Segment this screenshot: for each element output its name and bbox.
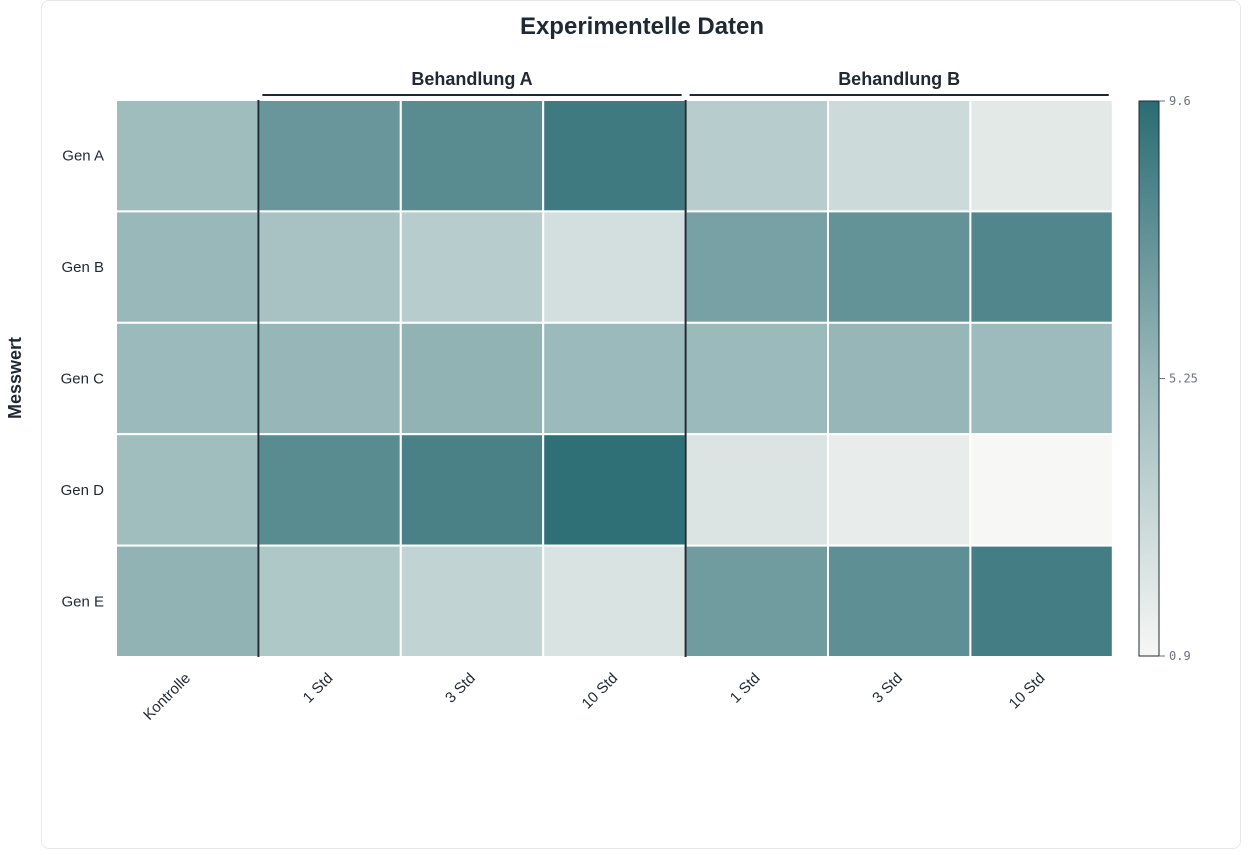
heatmap-cell	[969, 210, 1114, 324]
heatmap-cell	[257, 433, 402, 547]
heatmap-cell	[969, 99, 1114, 213]
column-labels: Kontrolle 1 Std 3 Std 10 Std 1 Std 3 Std 10 St…	[140, 670, 1048, 724]
row-labels: Gen A Gen B Gen C Gen D Gen E	[61, 148, 105, 611]
heatmap-cell	[684, 99, 829, 213]
group-dividers	[257, 100, 687, 657]
colorbar: 9.6 5.25 0.9	[1138, 94, 1198, 663]
heatmap-cell	[827, 321, 972, 436]
heatmap-cell	[542, 433, 687, 547]
heatmap-cell	[115, 433, 260, 547]
column-label: 1 Std	[727, 670, 764, 707]
group-label: Behandlung B	[838, 69, 960, 89]
heatmap-cells	[115, 99, 1114, 658]
heatmap-cell	[399, 544, 545, 658]
heatmap-cell	[399, 210, 545, 324]
heatmap-cell	[684, 544, 829, 658]
heatmap-cell	[399, 433, 545, 547]
colorbar-tick-label: 0.9	[1169, 649, 1191, 663]
row-label: Gen C	[61, 371, 105, 388]
heatmap-cell	[827, 544, 972, 658]
row-label: Gen B	[61, 259, 104, 276]
column-label: 3 Std	[869, 670, 906, 707]
column-label: 1 Std	[300, 670, 337, 707]
heatmap-cell	[257, 321, 402, 436]
colorbar-gradient	[1138, 100, 1160, 657]
row-label: Gen E	[61, 593, 104, 610]
heatmap-cell	[542, 321, 687, 436]
heatmap-cell	[257, 99, 402, 213]
column-groups: Behandlung A Behandlung B	[262, 69, 1109, 96]
heatmap-cell	[684, 433, 829, 547]
heatmap-cell	[115, 99, 260, 213]
heatmap-cell	[827, 99, 972, 213]
heatmap-cell	[969, 433, 1114, 547]
heatmap-cell	[542, 99, 687, 213]
heatmap-cell	[542, 544, 687, 658]
heatmap-cell	[684, 210, 829, 324]
row-label: Gen A	[62, 148, 104, 165]
heatmap-cell	[257, 544, 402, 658]
heatmap-cell	[257, 210, 402, 324]
column-label: 10 Std	[579, 670, 622, 713]
heatmap-cell	[827, 210, 972, 324]
column-label: 3 Std	[442, 670, 479, 707]
heatmap-cell	[115, 210, 260, 324]
heatmap-cell	[399, 321, 545, 436]
heatmap-cell	[969, 321, 1114, 436]
heatmap-cell	[399, 99, 545, 213]
group-label: Behandlung A	[411, 69, 532, 89]
heatmap-cell	[969, 544, 1114, 658]
chart-title: Experimentelle Daten	[520, 13, 764, 40]
heatmap-cell	[115, 321, 260, 436]
y-axis-label: Messwert	[5, 337, 25, 419]
row-label: Gen D	[61, 482, 105, 499]
heatmap-cell	[827, 433, 972, 547]
colorbar-tick-label: 5.25	[1169, 372, 1198, 386]
heatmap-cell	[115, 544, 260, 658]
colorbar-tick-label: 9.6	[1169, 94, 1191, 108]
heatmap-cell	[684, 321, 829, 436]
heatmap-cell	[542, 210, 687, 324]
column-label: Kontrolle	[140, 670, 194, 724]
column-label: 10 Std	[1006, 670, 1049, 713]
